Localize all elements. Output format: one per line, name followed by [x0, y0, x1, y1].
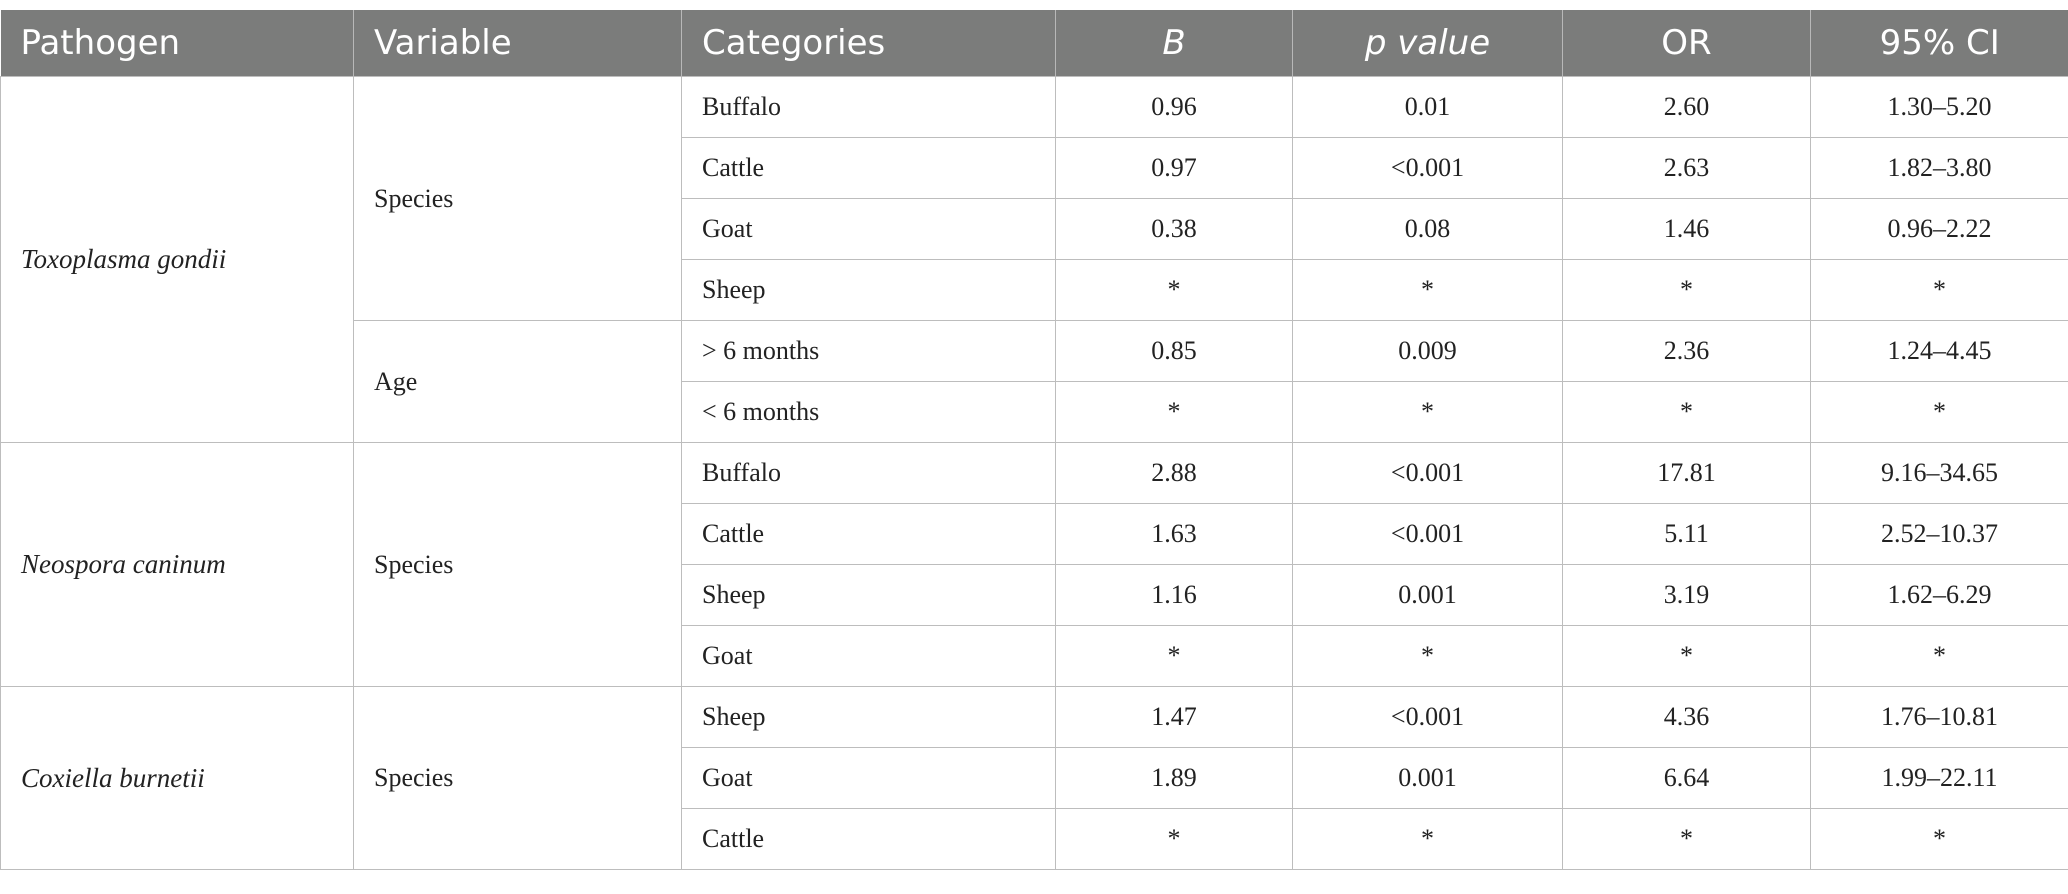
- p-value-cell: 0.01: [1292, 76, 1563, 138]
- b-cell: 2.88: [1055, 442, 1293, 504]
- p-value-cell: 0.009: [1292, 320, 1563, 382]
- results-table: Pathogen Variable Categories B p value O…: [0, 10, 2068, 870]
- table-row: Goat * * * *: [1, 625, 2068, 687]
- p-value-cell: 0.08: [1292, 198, 1563, 260]
- ci-cell: 1.82–3.80: [1810, 137, 2068, 199]
- table-row: < 6 months * * * *: [1, 381, 2068, 443]
- or-cell: *: [1562, 808, 1811, 870]
- b-cell: *: [1055, 625, 1293, 687]
- or-cell: *: [1562, 381, 1811, 443]
- header-ci: 95% CI: [1810, 10, 2068, 77]
- variable-cell: Species: [353, 686, 682, 870]
- b-cell: 0.85: [1055, 320, 1293, 382]
- ci-cell: 1.30–5.20: [1810, 76, 2068, 138]
- b-cell: *: [1055, 259, 1293, 321]
- p-value-cell: 0.001: [1292, 747, 1563, 809]
- ci-cell: *: [1810, 381, 2068, 443]
- table-row: Coxiella burnetii Species Sheep 1.47 <0.001 4…: [0, 686, 2068, 870]
- header-b: B: [1055, 10, 1293, 77]
- header-categories: Categories: [681, 10, 1056, 77]
- p-value-cell: <0.001: [1292, 442, 1563, 504]
- p-value-cell: *: [1292, 259, 1563, 321]
- b-cell: *: [1055, 381, 1293, 443]
- ci-cell: 1.99–22.11: [1810, 747, 2068, 809]
- category-cell: Buffalo: [681, 76, 1056, 138]
- p-value-cell: *: [1292, 625, 1563, 687]
- header-variable: Variable: [353, 10, 682, 77]
- header-p-value: p value: [1292, 10, 1563, 77]
- category-cell: < 6 months: [681, 381, 1056, 443]
- or-cell: 1.46: [1562, 198, 1811, 260]
- or-cell: *: [1562, 259, 1811, 321]
- ci-cell: *: [1810, 259, 2068, 321]
- table-row: Goat 0.38 0.08 1.46 0.96–2.22: [1, 198, 2068, 260]
- or-cell: 6.64: [1562, 747, 1811, 809]
- category-cell: Goat: [681, 747, 1056, 809]
- header-row: Pathogen Variable Categories B p value O…: [0, 10, 2068, 77]
- table-body: Toxoplasma gondii Species Buffalo 0.96 0.01 2…: [0, 76, 2068, 870]
- table-row: Sheep 1.16 0.001 3.19 1.62–6.29: [1, 564, 2068, 626]
- ci-cell: 2.52–10.37: [1810, 503, 2068, 565]
- table-row: Cattle 1.63 <0.001 5.11 2.52–10.37: [1, 503, 2068, 565]
- ci-cell: 9.16–34.65: [1810, 442, 2068, 504]
- category-cell: Sheep: [681, 564, 1056, 626]
- b-cell: 0.96: [1055, 76, 1293, 138]
- b-cell: 1.63: [1055, 503, 1293, 565]
- table-row: Sheep * * * *: [1, 259, 2068, 321]
- pathogen-cell: Neospora caninum: [0, 442, 354, 687]
- table-row: Cattle * * * *: [1, 808, 2068, 870]
- category-cell: > 6 months: [681, 320, 1056, 382]
- results-table-container: Pathogen Variable Categories B p value O…: [0, 10, 2068, 870]
- or-cell: 2.63: [1562, 137, 1811, 199]
- ci-cell: *: [1810, 808, 2068, 870]
- ci-cell: 1.24–4.45: [1810, 320, 2068, 382]
- header-pathogen: Pathogen: [0, 10, 354, 77]
- b-cell: *: [1055, 808, 1293, 870]
- pathogen-cell: Toxoplasma gondii: [0, 76, 354, 443]
- header-or: OR: [1562, 10, 1811, 77]
- or-cell: 4.36: [1562, 686, 1811, 748]
- b-cell: 1.16: [1055, 564, 1293, 626]
- ci-cell: 1.76–10.81: [1810, 686, 2068, 748]
- category-cell: Cattle: [681, 808, 1056, 870]
- category-cell: Sheep: [681, 686, 1056, 748]
- category-cell: Buffalo: [681, 442, 1056, 504]
- table-header: Pathogen Variable Categories B p value O…: [0, 10, 2068, 77]
- or-cell: 17.81: [1562, 442, 1811, 504]
- or-cell: 5.11: [1562, 503, 1811, 565]
- ci-cell: 1.62–6.29: [1810, 564, 2068, 626]
- variable-cell: Species: [353, 76, 682, 321]
- b-cell: 1.89: [1055, 747, 1293, 809]
- category-cell: Cattle: [681, 503, 1056, 565]
- ci-cell: 0.96–2.22: [1810, 198, 2068, 260]
- or-cell: 2.36: [1562, 320, 1811, 382]
- table-row: Toxoplasma gondii Species Buffalo 0.96 0.01 2…: [0, 76, 2068, 443]
- pathogen-cell: Coxiella burnetii: [0, 686, 354, 870]
- p-value-cell: <0.001: [1292, 137, 1563, 199]
- category-cell: Goat: [681, 198, 1056, 260]
- p-value-cell: 0.001: [1292, 564, 1563, 626]
- ci-cell: *: [1810, 625, 2068, 687]
- category-cell: Cattle: [681, 137, 1056, 199]
- category-cell: Sheep: [681, 259, 1056, 321]
- table-row: Goat 1.89 0.001 6.64 1.99–22.11: [1, 747, 2068, 809]
- p-value-cell: *: [1292, 808, 1563, 870]
- or-cell: 2.60: [1562, 76, 1811, 138]
- variable-cell: Species: [353, 442, 682, 687]
- p-value-cell: *: [1292, 381, 1563, 443]
- or-cell: 3.19: [1562, 564, 1811, 626]
- table-row: Neospora caninum Species Buffalo 2.88 <0.001…: [0, 442, 2068, 687]
- variable-cell: Age: [353, 320, 682, 443]
- p-value-cell: <0.001: [1292, 686, 1563, 748]
- category-cell: Goat: [681, 625, 1056, 687]
- b-cell: 0.38: [1055, 198, 1293, 260]
- table-row: Age > 6 months 0.85 0.009 2.36 1.24–4.45: [1, 320, 2068, 443]
- p-value-cell: <0.001: [1292, 503, 1563, 565]
- b-cell: 0.97: [1055, 137, 1293, 199]
- b-cell: 1.47: [1055, 686, 1293, 748]
- or-cell: *: [1562, 625, 1811, 687]
